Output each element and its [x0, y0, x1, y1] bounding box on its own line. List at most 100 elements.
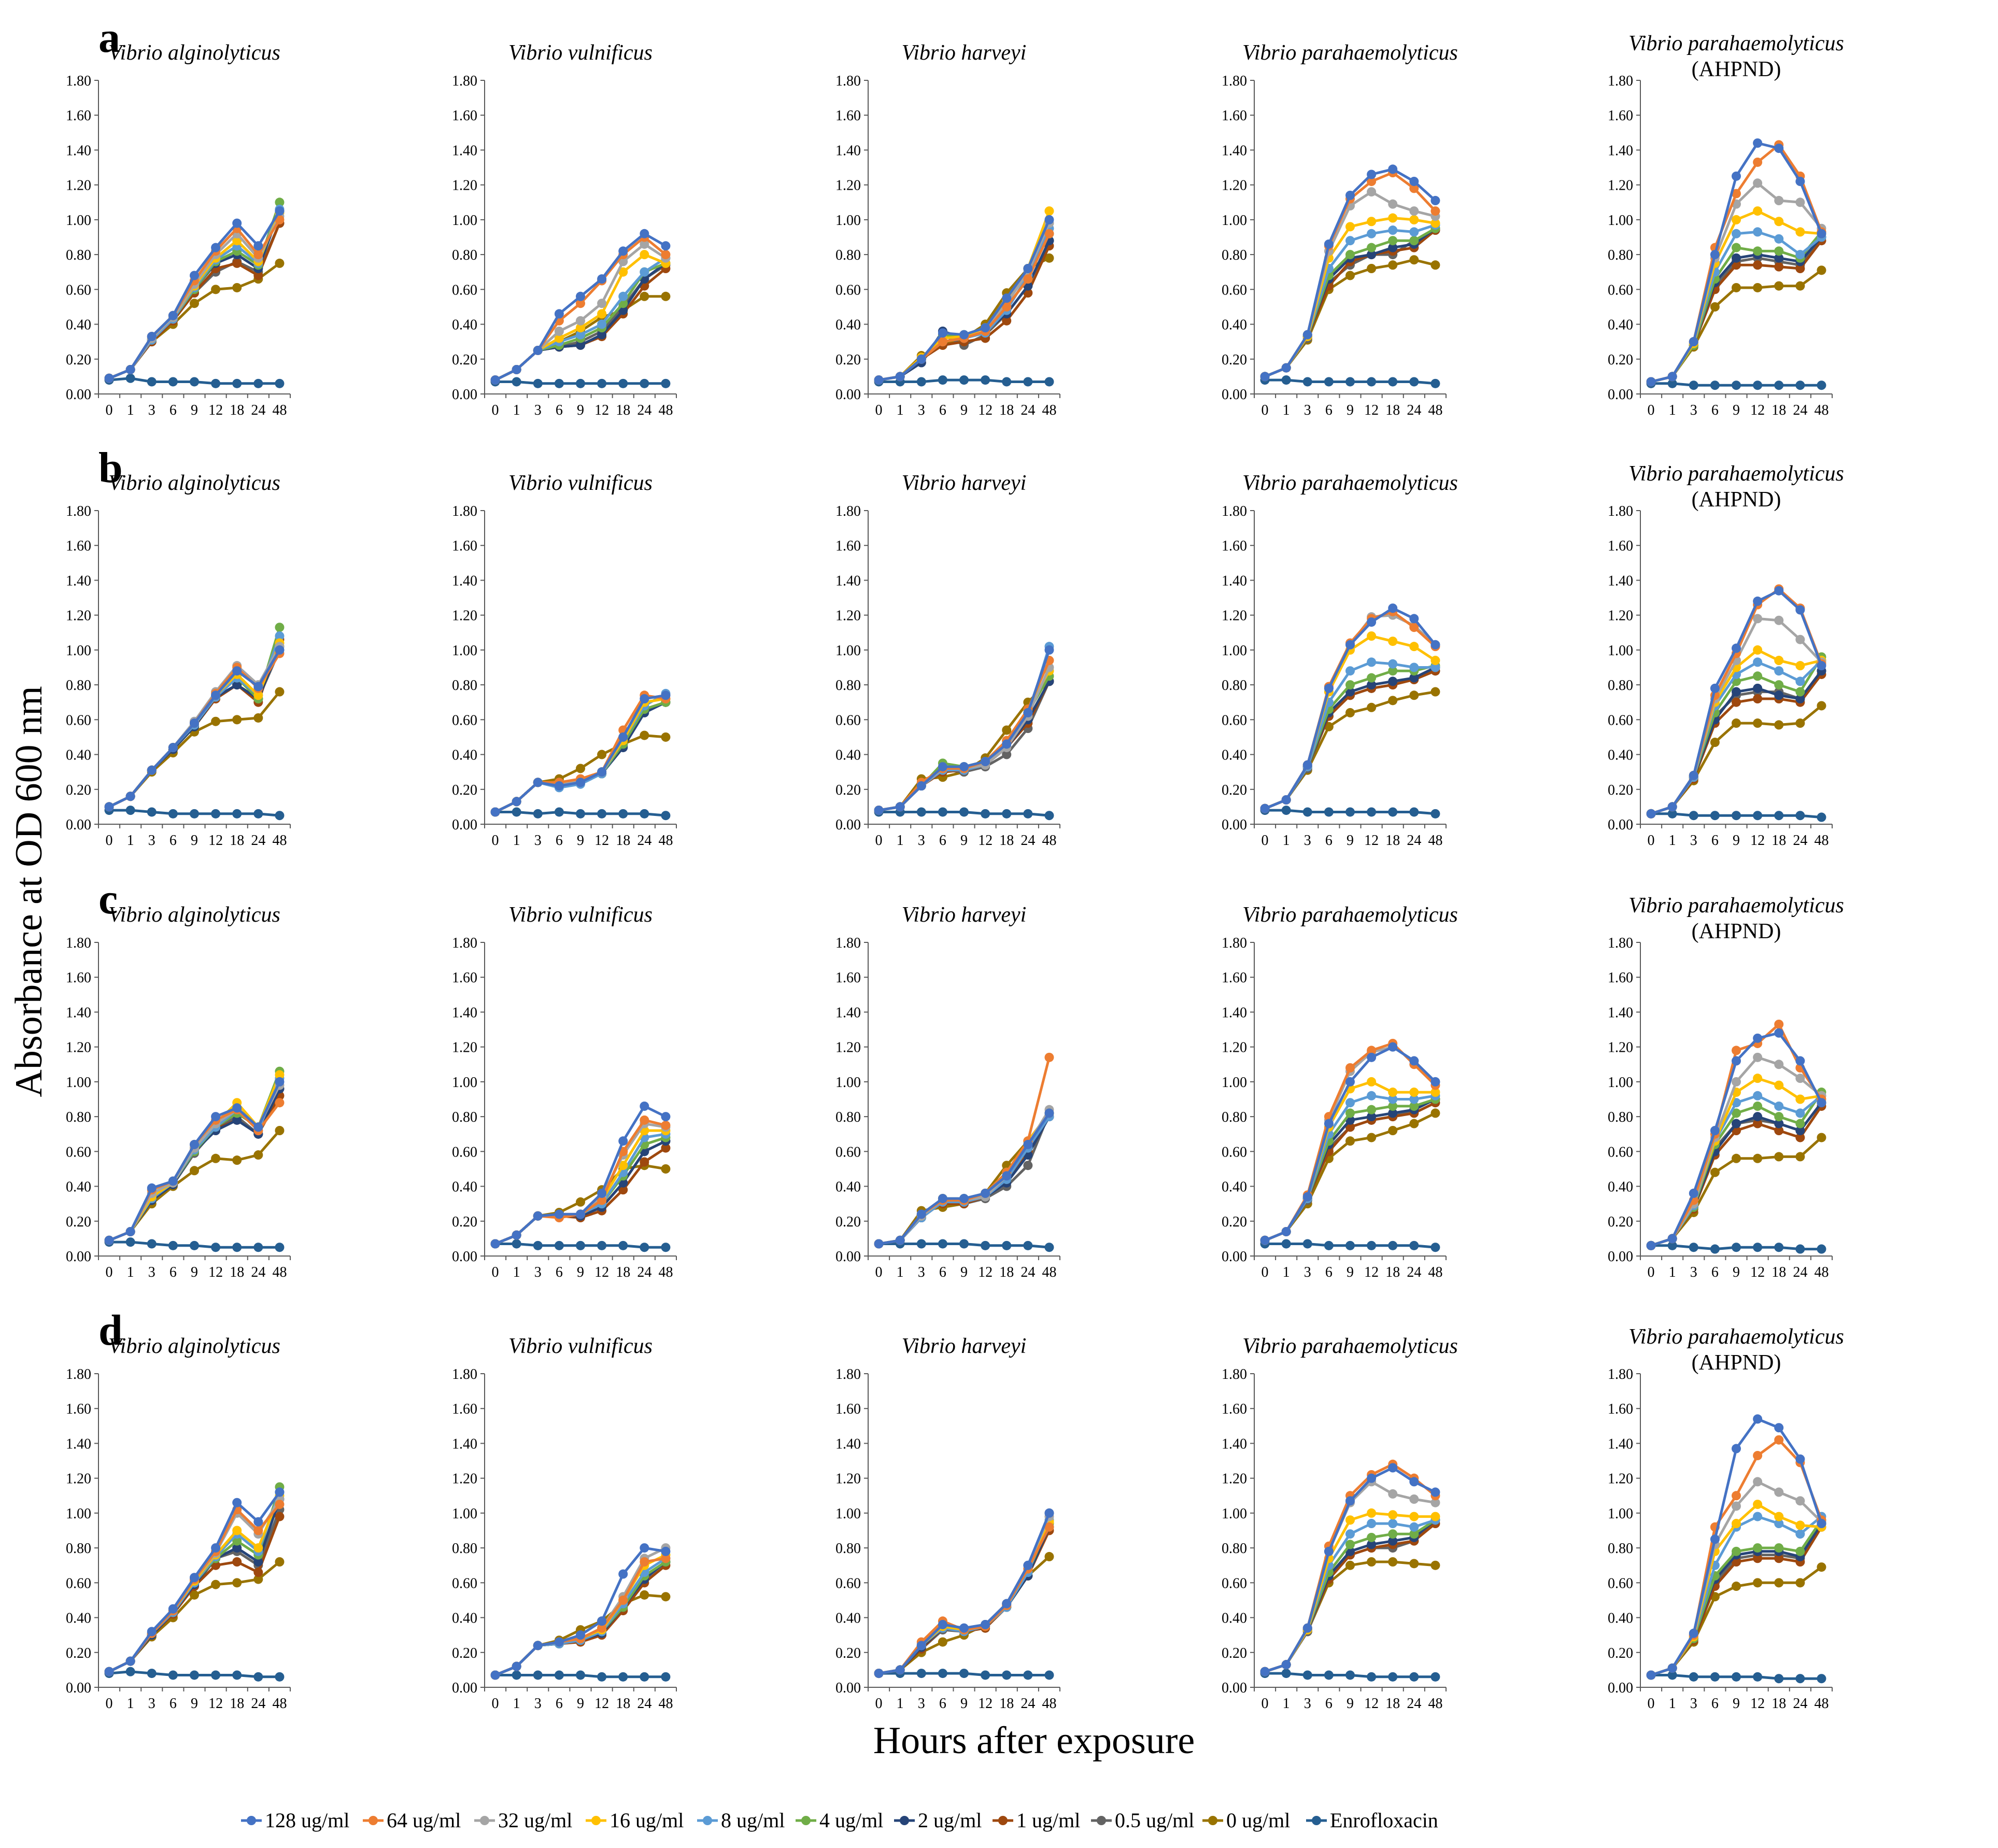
y-tick-label: 1.40 [1608, 143, 1633, 159]
x-tick-label: 12 [978, 1696, 993, 1712]
data-point [1732, 1491, 1741, 1501]
data-point [1710, 811, 1720, 821]
data-point [104, 802, 114, 812]
chart-title: Vibrio vulnificus [508, 471, 653, 495]
data-point [938, 762, 947, 772]
series-0-ug-ml [1646, 265, 1826, 387]
series-2-ug-ml [104, 1084, 285, 1245]
data-point [168, 1176, 178, 1186]
data-point [576, 809, 585, 819]
data-point [490, 807, 500, 817]
panel-letter-a: a [98, 13, 120, 62]
y-tick-label: 0.20 [66, 1214, 91, 1230]
data-point [1430, 1512, 1440, 1521]
data-point [253, 1574, 263, 1584]
x-tick-label: 1 [897, 402, 904, 418]
series-16-ug-ml [874, 1108, 1054, 1249]
data-point [1795, 1119, 1805, 1128]
y-tick-label: 0.20 [1608, 782, 1633, 798]
x-tick-label: 18 [230, 1264, 244, 1280]
data-point [1774, 1019, 1784, 1029]
x-tick-label: 0 [1262, 1264, 1269, 1280]
x-tick-label: 1 [127, 1696, 134, 1712]
data-point [232, 1536, 242, 1546]
y-tick-label: 1.00 [835, 643, 861, 659]
data-point [554, 309, 564, 319]
data-point [1388, 603, 1398, 613]
series-32-ug-ml [1260, 1477, 1440, 1676]
data-point [1324, 1119, 1334, 1128]
data-point [1710, 1244, 1720, 1254]
chart-title: Vibrio vulnificus [508, 1334, 653, 1358]
y-tick-label: 0.80 [1608, 1541, 1633, 1557]
legend-label: Enrofloxacin [1330, 1809, 1438, 1832]
x-tick-label: 24 [637, 402, 651, 418]
x-tick-label: 12 [1364, 1696, 1379, 1712]
data-point [1345, 1240, 1355, 1250]
data-point [253, 1526, 263, 1535]
x-tick-label: 0 [1648, 1696, 1655, 1712]
data-point [1388, 225, 1398, 235]
y-tick-label: 0.60 [452, 282, 477, 298]
x-tick-label: 12 [594, 402, 609, 418]
series-enrofloxacin [490, 1239, 671, 1252]
y-tick-label: 1.40 [835, 143, 861, 159]
data-point [640, 239, 649, 249]
y-tick-label: 1.80 [66, 503, 91, 519]
series-line [878, 1516, 1051, 1675]
data-point [1774, 586, 1784, 596]
chart-d-4: Vibrio parahaemolyticus 0.00 0.20 0.40 0.60 0… [1222, 1334, 1458, 1712]
data-point [576, 299, 585, 308]
data-point [1689, 1189, 1698, 1198]
x-tick-label: 24 [1793, 1696, 1807, 1712]
y-tick-label: 1.20 [1222, 1471, 1247, 1487]
data-point [1710, 1672, 1720, 1682]
y-tick-label: 0.20 [1608, 352, 1633, 368]
data-point [576, 330, 585, 340]
y-tick-label: 1.20 [1222, 608, 1247, 624]
data-point [125, 792, 135, 801]
y-tick-label: 0.00 [1222, 387, 1247, 403]
data-point [275, 1077, 285, 1087]
series-0-ug-ml [874, 1108, 1054, 1249]
series-line [878, 667, 1051, 812]
data-point [1430, 218, 1440, 228]
data-point [1367, 1473, 1377, 1483]
data-point [1817, 1674, 1826, 1684]
x-tick-label: 9 [960, 833, 968, 849]
data-point [1044, 811, 1054, 821]
y-tick-label: 0.00 [1222, 1249, 1247, 1265]
y-tick-label: 1.40 [1222, 1005, 1247, 1021]
series-0-ug-ml [1646, 701, 1826, 819]
data-point [640, 1543, 649, 1553]
data-point [1795, 1454, 1805, 1464]
x-tick-label: 3 [534, 1264, 542, 1280]
data-point [1388, 1101, 1398, 1111]
legend-label: 2 ug/ml [918, 1809, 982, 1832]
y-tick-label: 1.60 [1222, 538, 1247, 554]
data-point [618, 1185, 628, 1195]
data-point [597, 1189, 607, 1198]
chart-title: Vibrio alginolyticus [108, 903, 280, 927]
x-tick-label: 9 [191, 833, 198, 849]
data-point [1367, 1540, 1377, 1549]
data-point [1732, 243, 1741, 252]
x-tick-label: 9 [1733, 1264, 1740, 1280]
data-point [1732, 1582, 1741, 1591]
data-point [533, 1211, 543, 1221]
x-tick-label: 1 [127, 402, 134, 418]
data-point [938, 1239, 947, 1249]
x-tick-label: 3 [918, 1696, 925, 1712]
data-point [1732, 253, 1741, 263]
y-tick-label: 0.60 [1222, 712, 1247, 728]
data-point [1753, 1500, 1763, 1510]
data-point [1732, 229, 1741, 238]
series-line [878, 1116, 1051, 1245]
legend-item: 0.5 ug/ml [1091, 1809, 1194, 1832]
data-point [1367, 657, 1377, 667]
data-point [1689, 1628, 1698, 1638]
data-point [275, 378, 285, 388]
series-32-ug-ml [874, 1512, 1054, 1678]
y-tick-label: 0.40 [835, 317, 861, 333]
y-tick-label: 0.60 [66, 1144, 91, 1160]
